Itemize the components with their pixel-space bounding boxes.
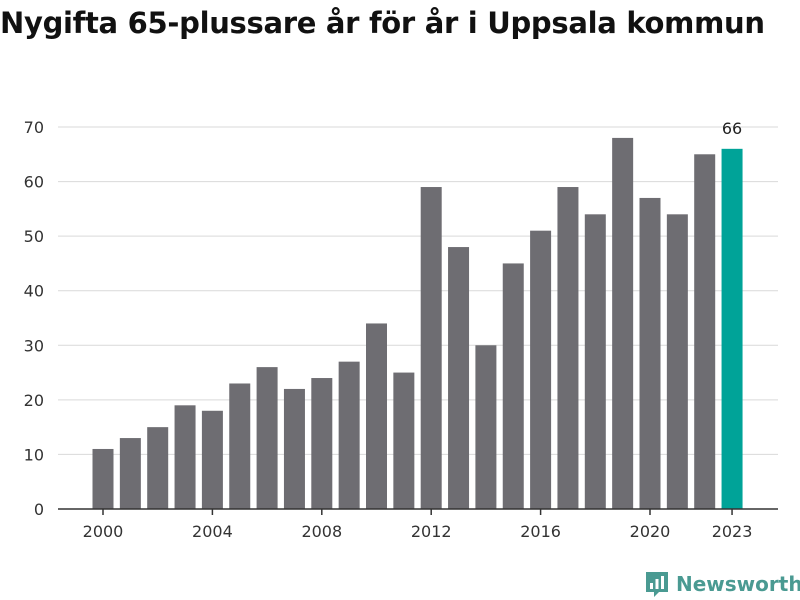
bar-highlight [721,148,743,510]
bar [502,263,524,509]
x-tick-label: 2012 [411,522,452,541]
x-tick-label: 2000 [83,522,124,541]
bar [201,410,223,509]
bar [174,405,196,509]
chart-title: Nygifta 65-plussare år för år i Uppsala … [0,6,765,40]
bar [666,214,688,510]
bar [694,154,716,510]
bar [229,383,251,509]
bar [147,427,169,509]
bar [366,323,387,509]
x-tick-label: 2023 [712,522,753,541]
newsworthy-logo: Newsworthy [644,570,800,598]
y-tick-label: 50 [24,227,44,246]
y-tick-label: 70 [24,118,44,137]
bar [92,448,114,509]
bar [475,345,497,509]
x-tick-label: 2016 [520,522,561,541]
bar [393,372,415,509]
bar [256,367,278,509]
bar [584,214,606,510]
x-tick-label: 2008 [301,522,342,541]
y-tick-label: 10 [24,445,44,464]
y-tick-label: 30 [24,336,44,355]
brand-name: Newsworthy [676,572,800,596]
y-tick-label: 40 [24,282,44,301]
y-tick-label: 0 [34,500,44,519]
bar [338,361,360,509]
bar [311,378,333,509]
bar [530,230,552,509]
y-tick-label: 60 [24,173,44,192]
x-tick-label: 2004 [192,522,233,541]
bar [557,187,579,509]
bar [639,197,661,509]
x-tick-label: 2020 [630,522,671,541]
bar [612,137,634,509]
bar [448,247,470,510]
bar-chart-speech-bubble-icon [646,572,668,597]
y-tick-label: 20 [24,391,44,410]
bar [119,438,141,509]
data-label: 66 [722,119,742,138]
bar [420,187,442,509]
bar [283,388,305,509]
